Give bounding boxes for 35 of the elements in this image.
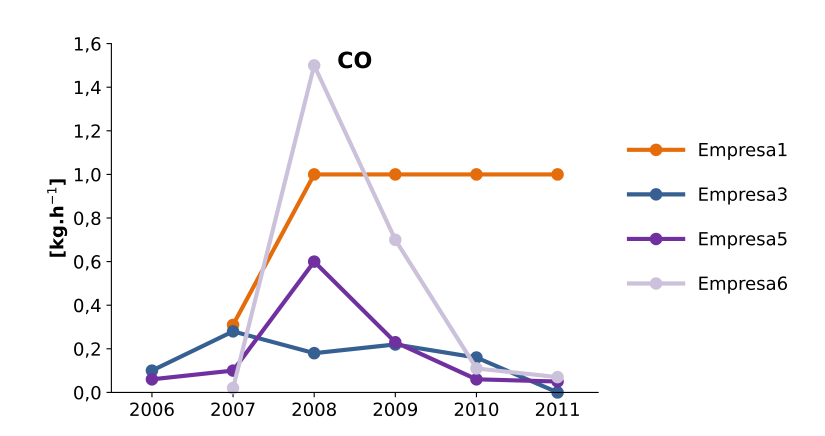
legend-label: Empresa3 <box>699 187 787 204</box>
legend-label: Empresa5 <box>699 232 787 250</box>
point <box>551 168 564 181</box>
point <box>146 373 158 386</box>
y-tick-label: 1,6 <box>74 37 101 53</box>
y-tick-label: 0,6 <box>74 255 101 271</box>
x-tick-label: 2008 <box>292 402 336 416</box>
point <box>308 346 320 360</box>
x-tick-label: 2011 <box>536 402 579 416</box>
y-tick-label: 0,0 <box>74 386 100 402</box>
point <box>226 382 240 394</box>
y-tick-label: 0,8 <box>74 211 100 227</box>
chart-title: CO <box>338 52 372 68</box>
point <box>308 168 320 181</box>
point <box>308 255 320 268</box>
x-tick-label: 2007 <box>211 402 254 416</box>
point <box>389 234 402 246</box>
point <box>470 168 483 181</box>
y-tick-label: 1,4 <box>74 80 101 96</box>
point <box>470 373 483 386</box>
point <box>470 362 483 375</box>
y-tick-label: 0,2 <box>74 342 100 358</box>
legend-label: Empresa6 <box>699 276 787 294</box>
x-tick-label: 2009 <box>374 402 418 416</box>
x-tick-label: 2010 <box>454 402 498 416</box>
point <box>226 325 240 338</box>
point <box>308 59 320 72</box>
y-tick-label: 1,2 <box>74 124 100 140</box>
point <box>389 168 402 181</box>
legend-label: Empresa1 <box>699 142 786 160</box>
point <box>551 370 564 384</box>
y-tick-label: 1,0 <box>74 168 100 184</box>
y-tick-label: 0,4 <box>74 298 101 314</box>
y-axis-title: [kg.h$^{−1}$] <box>47 179 68 257</box>
x-tick-label: 2006 <box>130 402 174 416</box>
